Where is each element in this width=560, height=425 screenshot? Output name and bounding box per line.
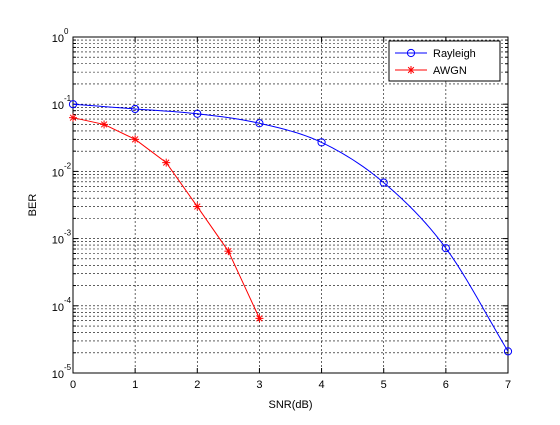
data-point-rayleigh [255, 119, 264, 128]
y-tick-label: 10 [52, 235, 64, 247]
x-tick-label: 7 [505, 379, 511, 391]
x-tick-label: 1 [132, 379, 138, 391]
y-tick-exponent: -4 [64, 296, 72, 305]
data-point-rayleigh [68, 100, 78, 109]
grid [73, 37, 508, 373]
data-point-rayleigh [503, 347, 513, 356]
y-tick-label: 10 [52, 100, 64, 112]
legend-item-rayleigh: Rayleigh [395, 48, 476, 60]
star-stroke [256, 315, 263, 322]
y-tick-exponent: -3 [64, 229, 72, 238]
data-point-rayleigh [131, 104, 140, 114]
legend-label-awgn: AWGN [433, 65, 467, 77]
plot-frame [72, 36, 509, 374]
y-tick-label: 10 [52, 302, 64, 314]
series-line-awgn [72, 117, 260, 319]
x-tick-label: 0 [70, 379, 76, 391]
star-stroke [100, 121, 108, 128]
legend-marker-rayleigh [406, 48, 416, 58]
data-point-awgn [100, 120, 109, 129]
legend-item-awgn: AWGN [395, 65, 467, 77]
data-point-rayleigh [379, 178, 388, 187]
legend-marker-awgn [407, 66, 415, 74]
data-point-rayleigh [441, 244, 450, 253]
data-point-rayleigh [317, 138, 326, 147]
data-point-awgn [69, 113, 77, 122]
y-tick-exponent: 0 [64, 27, 69, 36]
y-tick-exponent: -5 [64, 363, 72, 372]
y-tick-exponent: -2 [64, 161, 72, 170]
x-tick-label: 2 [194, 379, 200, 391]
star-stroke [225, 247, 232, 255]
x-axis-label: SNR(dB) [268, 399, 312, 411]
data-point-awgn [162, 158, 171, 167]
y-tick-label: 10 [52, 33, 64, 45]
data-point-awgn [224, 247, 233, 256]
data-point-awgn [131, 135, 140, 144]
series-rayleigh [68, 100, 513, 356]
data-point-awgn [193, 202, 202, 211]
legend-items: Rayleigh AWGN [395, 48, 476, 77]
star-stroke [194, 203, 201, 210]
series [68, 100, 513, 356]
x-tick-label: 5 [381, 379, 387, 391]
y-tick-label: 10 [52, 369, 64, 381]
axis-ticks [72, 36, 509, 374]
star-stroke [131, 136, 139, 143]
legend: Rayleigh AWGN [388, 40, 501, 82]
data-point-rayleigh [193, 109, 202, 118]
x-tick-label: 6 [443, 379, 449, 391]
data-point-awgn [255, 314, 264, 323]
y-tick-exponent: -1 [64, 94, 72, 103]
star-stroke [69, 114, 77, 121]
x-tick-label: 3 [256, 379, 262, 391]
y-tick-label: 10 [52, 167, 64, 179]
series-awgn [69, 113, 264, 323]
legend-box [388, 40, 501, 82]
star-stroke [407, 66, 415, 74]
x-tick-label: 4 [319, 379, 325, 391]
star-stroke [162, 159, 170, 166]
legend-label-rayleigh: Rayleigh [433, 48, 476, 60]
series-line-rayleigh [72, 103, 509, 352]
y-axis-label: BER [27, 194, 39, 217]
